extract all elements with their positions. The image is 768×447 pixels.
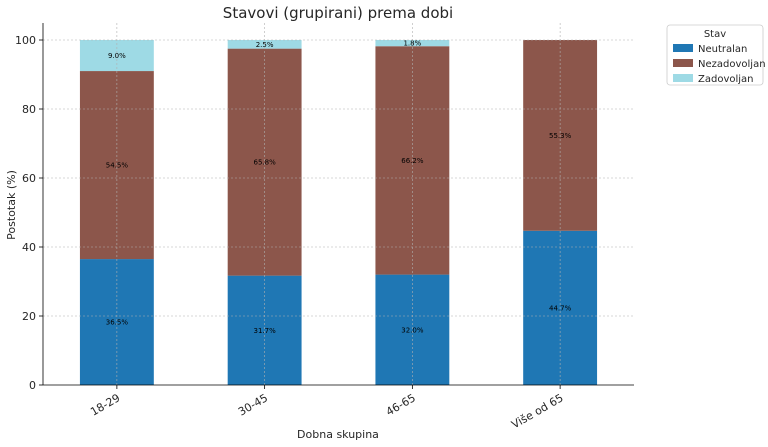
y-tick-label: 60	[22, 172, 36, 185]
data-label-neutralan-2: 31.7%	[254, 327, 277, 335]
x-tick-label: 30-45	[236, 391, 270, 418]
y-tick-label: 0	[29, 379, 36, 392]
bars: 36.5%54.5%9.0%31.7%65.8%2.5%32.0%66.2%1.…	[79, 40, 598, 385]
y-tick-label: 40	[22, 241, 36, 254]
x-tick-label: 18-29	[88, 391, 122, 418]
bar-neutralan-2	[227, 275, 302, 385]
chart-title: Stavovi (grupirani) prema dobi	[223, 4, 453, 22]
data-label-neutralan-1: 36.5%	[106, 319, 129, 327]
data-label-nezadovoljan-2: 65.8%	[254, 159, 277, 167]
legend: Stav Neutralan Nezadovoljan Zadovoljan	[666, 24, 766, 86]
x-tick-label: 46-65	[384, 391, 418, 418]
y-tick-label: 100	[15, 34, 36, 47]
y-tick-label: 80	[22, 103, 36, 116]
y-axis-label: Postotak (%)	[5, 170, 18, 240]
legend-swatch-nezadovoljan	[673, 59, 693, 67]
legend-box	[666, 24, 764, 86]
y-tick-label: 20	[22, 310, 36, 323]
legend-swatch-neutralan	[673, 44, 693, 52]
data-label-nezadovoljan-1: 54.5%	[106, 162, 129, 170]
x-tick-label: Više od 65	[509, 391, 565, 431]
legend-label-nezadovoljan: Nezadovoljan	[698, 59, 766, 70]
legend-label-neutralan: Neutralan	[698, 44, 747, 55]
legend-title: Stav	[704, 29, 726, 40]
x-axis-label: Dobna skupina	[297, 428, 379, 441]
grid-lines	[43, 23, 634, 385]
bar-nezadovoljan-2	[227, 48, 302, 276]
legend-swatch-zadovoljan	[673, 74, 693, 82]
data-label-neutralan-3: 32.0%	[401, 326, 424, 334]
legend-label-zadovoljan: Zadovoljan	[698, 74, 754, 85]
axes: 0 20 40 60 80 100 18-29 30-45 46-65 Više od 65	[15, 23, 634, 431]
